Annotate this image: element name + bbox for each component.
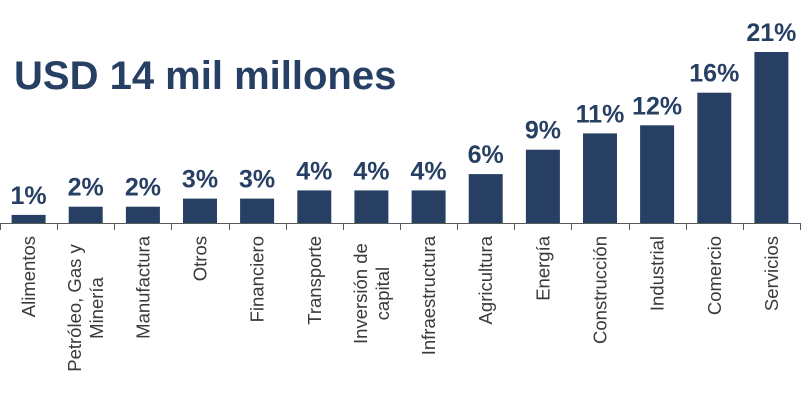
bar: [754, 52, 789, 223]
bar: [354, 190, 389, 223]
bar-value-label: 4%: [296, 157, 332, 185]
svg-text:Servicios: Servicios: [761, 236, 782, 311]
category-label-line: Servicios: [761, 236, 782, 311]
bar: [183, 198, 217, 223]
svg-text:Manufactura: Manufactura: [132, 235, 153, 339]
bar-value-label: 11%: [576, 100, 625, 128]
bar-value-label: 6%: [468, 141, 504, 169]
category-label: Alimentos: [18, 236, 39, 317]
svg-text:Energía: Energía: [532, 235, 553, 301]
category-label: Industrial: [647, 236, 668, 311]
category-label-line: Transporte: [304, 236, 325, 325]
svg-text:Otros: Otros: [190, 236, 211, 281]
svg-text:Transporte: Transporte: [304, 236, 325, 325]
svg-text:Alimentos: Alimentos: [18, 236, 39, 317]
bar-value-label: 9%: [525, 117, 561, 145]
x-axis-ticks-group: [0, 223, 801, 230]
bar-value-label: 4%: [353, 157, 389, 185]
bar: [583, 133, 617, 223]
svg-text:Construcción: Construcción: [590, 236, 611, 344]
category-label: Manufactura: [132, 235, 153, 339]
bars-group: [11, 52, 789, 223]
bar-value-label: 3%: [239, 166, 275, 194]
category-label-line: Infraestructura: [418, 235, 439, 355]
category-label-line: Financiero: [247, 236, 268, 322]
bar: [697, 92, 732, 223]
category-label: Otros: [190, 236, 211, 281]
bar-value-label: 2%: [68, 174, 104, 202]
category-labels-group: Alimentos Petróleo, Gas yMinería Manufactu…: [18, 235, 782, 371]
category-label: Financiero: [247, 236, 268, 322]
bar-value-label: 3%: [182, 166, 218, 194]
svg-text:Financiero: Financiero: [247, 236, 268, 322]
bar: [68, 206, 103, 223]
category-label-line: capital: [372, 267, 393, 320]
svg-text:Inversión decapital: Inversión decapital: [350, 243, 393, 344]
category-label: Infraestructura: [418, 235, 439, 355]
category-label-line: Alimentos: [18, 236, 39, 317]
category-label: Inversión decapital: [350, 243, 393, 344]
category-label-line: Otros: [190, 236, 211, 281]
bar-value-label: 4%: [411, 157, 447, 185]
category-label-line: Inversión de: [350, 243, 371, 344]
category-label: Comercio: [704, 236, 725, 315]
category-label-line: Energía: [532, 235, 553, 301]
bar-value-label: 12%: [632, 92, 682, 120]
category-label-line: Comercio: [704, 236, 725, 315]
svg-text:Infraestructura: Infraestructura: [418, 235, 439, 355]
bar-value-label: 1%: [11, 182, 47, 210]
category-label: Transporte: [304, 236, 325, 325]
category-label: Servicios: [761, 236, 782, 311]
bar-value-label: 21%: [746, 19, 796, 47]
bar-value-label: 2%: [125, 174, 161, 202]
category-label-line: Minería: [86, 276, 107, 338]
chart-title: USD 14 mil millones: [14, 54, 397, 98]
category-label-line: Agricultura: [475, 235, 496, 324]
bar: [640, 125, 675, 223]
bar: [525, 149, 560, 223]
bar: [468, 174, 503, 223]
category-label-line: Petróleo, Gas y: [64, 244, 85, 372]
bar: [240, 198, 275, 223]
svg-text:Comercio: Comercio: [704, 236, 725, 315]
category-label: Energía: [532, 235, 553, 301]
category-label: Construcción: [590, 236, 611, 344]
bar: [11, 214, 46, 223]
svg-text:Agricultura: Agricultura: [475, 235, 496, 324]
category-label-line: Construcción: [590, 236, 611, 344]
bar: [297, 190, 332, 223]
category-label-line: Industrial: [647, 236, 668, 311]
category-label-line: Manufactura: [132, 235, 153, 339]
bar-value-label: 16%: [689, 60, 739, 88]
category-label: Agricultura: [475, 235, 496, 324]
svg-text:Industrial: Industrial: [647, 236, 668, 311]
value-labels-group: 1% 2% 2% 3% 3% 4% 4% 4% 6% 9% 11% 12%16%21%: [11, 19, 797, 210]
category-label: Petróleo, Gas yMinería: [64, 244, 107, 372]
bar: [411, 190, 446, 223]
bar: [125, 206, 160, 223]
svg-text:Petróleo, Gas yMinería: Petróleo, Gas yMinería: [64, 244, 107, 372]
